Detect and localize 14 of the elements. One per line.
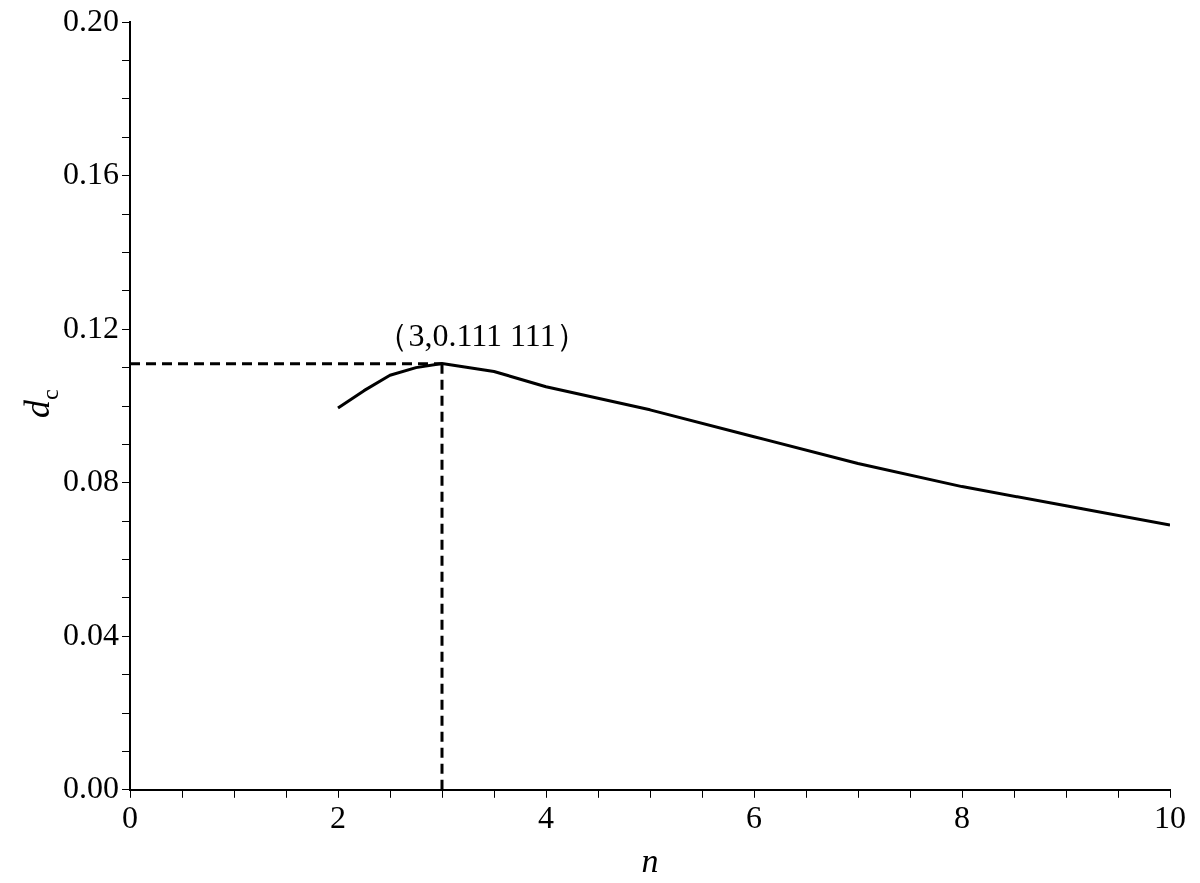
y-tick-label: 0.12 xyxy=(63,308,119,345)
x-axis-title: n xyxy=(641,841,659,879)
x-tick-label: 2 xyxy=(330,799,346,836)
x-tick-label: 10 xyxy=(1154,799,1186,836)
x-tick-label: 0 xyxy=(122,799,138,836)
y-tick-label: 0.16 xyxy=(63,155,119,192)
y-tick-label: 0.08 xyxy=(63,462,119,499)
x-tick-label: 4 xyxy=(538,799,554,836)
y-tick-label: 0.20 xyxy=(63,1,119,38)
x-tick-label: 6 xyxy=(746,799,762,836)
annotation: （3,0.111 111） xyxy=(376,316,588,353)
y-tick-label: 0.00 xyxy=(63,769,119,806)
x-tick-label: 8 xyxy=(954,799,970,836)
y-tick-label: 0.04 xyxy=(63,615,119,652)
